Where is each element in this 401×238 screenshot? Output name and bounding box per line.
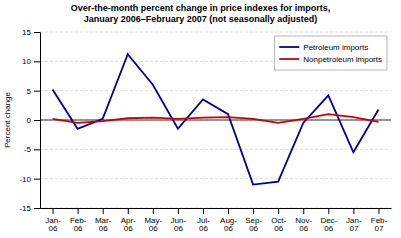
legend-item: Petroleum imports bbox=[279, 43, 368, 52]
x-tick-label: Mar-06 bbox=[95, 216, 112, 233]
grid-line bbox=[40, 178, 391, 179]
series-line bbox=[53, 114, 379, 123]
grid-line bbox=[40, 208, 391, 209]
y-tick: -15 bbox=[19, 204, 40, 213]
x-tick-mark bbox=[178, 208, 179, 214]
y-axis-title: Percent change bbox=[3, 91, 12, 148]
y-tick-mark bbox=[34, 91, 40, 92]
legend: Petroleum imports Nonpetroleum imports bbox=[274, 36, 387, 70]
y-tick-mark bbox=[34, 32, 40, 33]
y-tick: 0 bbox=[27, 116, 40, 125]
x-tick-mark bbox=[153, 208, 154, 214]
y-axis-line bbox=[34, 33, 41, 209]
legend-frame bbox=[274, 36, 387, 70]
x-tick-mark bbox=[253, 208, 254, 214]
x-tick-label: Jun-06 bbox=[171, 216, 187, 233]
y-tick-mark bbox=[34, 120, 40, 121]
x-tick-label: Sep-06 bbox=[245, 216, 262, 233]
x-tick-mark bbox=[128, 208, 129, 214]
y-tick-label: -5 bbox=[24, 145, 32, 154]
x-tick-mark bbox=[278, 208, 279, 214]
y-tick-label: -15 bbox=[19, 204, 31, 213]
x-tick-label: Dec-06 bbox=[320, 216, 337, 233]
grid-line bbox=[40, 32, 391, 33]
x-tick: Jun-06 bbox=[171, 208, 187, 233]
x-tick: Aug-06 bbox=[220, 208, 237, 233]
x-tick-label: Apr-06 bbox=[121, 216, 136, 233]
x-tick-label: Jan-07 bbox=[346, 216, 362, 233]
y-tick-mark bbox=[34, 179, 40, 180]
y-tick-label: 15 bbox=[22, 28, 31, 37]
x-tick-mark bbox=[78, 208, 79, 214]
x-tick-mark bbox=[228, 208, 229, 214]
x-tick: Feb-06 bbox=[70, 208, 87, 233]
x-tick-label: Aug-06 bbox=[220, 216, 237, 233]
legend-label: Petroleum imports bbox=[303, 43, 368, 52]
y-tick-mark bbox=[34, 208, 40, 209]
x-tick: Jul-06 bbox=[197, 208, 210, 233]
y-tick-mark bbox=[34, 61, 40, 62]
x-tick-label: Jan-06 bbox=[45, 216, 61, 233]
grid-line bbox=[40, 90, 391, 91]
x-tick-mark bbox=[303, 208, 304, 214]
y-tick: -10 bbox=[19, 175, 40, 184]
x-tick: Jan-06 bbox=[45, 208, 61, 233]
x-tick: Sep-06 bbox=[245, 208, 262, 233]
x-tick: May-06 bbox=[144, 208, 162, 233]
x-axis-line bbox=[41, 208, 392, 209]
x-tick-label: Feb-07 bbox=[371, 216, 388, 233]
x-tick-mark bbox=[353, 208, 354, 214]
legend-swatch bbox=[279, 58, 299, 60]
x-tick-mark bbox=[203, 208, 204, 214]
marks bbox=[40, 54, 391, 184]
legend-swatch bbox=[279, 46, 299, 48]
y-tick: 10 bbox=[22, 57, 40, 66]
series-line bbox=[53, 54, 379, 184]
x-tick-label: Jul-06 bbox=[197, 216, 210, 233]
x-tick: Mar-06 bbox=[95, 208, 112, 233]
y-tick-label: -10 bbox=[19, 175, 31, 184]
y-axis: -15 -10 -5 0 5 10 15 bbox=[19, 28, 40, 213]
x-tick-mark bbox=[53, 208, 54, 214]
chart: Over-the-month percent change in price i… bbox=[0, 0, 401, 238]
y-tick-label: 10 bbox=[22, 57, 31, 66]
legend-item: Nonpetroleum imports bbox=[279, 55, 382, 64]
y-tick-label: 0 bbox=[27, 116, 32, 125]
y-tick-mark bbox=[34, 149, 40, 150]
y-tick: -5 bbox=[24, 145, 40, 154]
title: Over-the-month percent change in price i… bbox=[71, 3, 331, 24]
y-tick-label: 5 bbox=[27, 87, 32, 96]
x-tick: Feb-07 bbox=[371, 208, 388, 233]
plot: -15 -10 -5 0 5 10 15 Jan-06 Feb-06 Mar-06 Apr-06 Ma… bbox=[19, 28, 391, 233]
x-tick-label: Oct-06 bbox=[271, 216, 286, 233]
x-tick: Dec-06 bbox=[320, 208, 337, 233]
grid bbox=[40, 32, 391, 208]
x-tick-mark bbox=[328, 208, 329, 214]
y-tick: 15 bbox=[22, 28, 40, 37]
x-tick-mark bbox=[378, 208, 379, 214]
x-tick: Jan-07 bbox=[346, 208, 362, 233]
x-tick-label: Nov-06 bbox=[295, 216, 312, 233]
legend-label: Nonpetroleum imports bbox=[303, 55, 382, 64]
x-tick-mark bbox=[103, 208, 104, 214]
grid-line bbox=[40, 149, 391, 150]
x-axis: Jan-06 Feb-06 Mar-06 Apr-06 May-06 Jun-06 Jul-… bbox=[41, 208, 392, 233]
x-tick: Nov-06 bbox=[295, 208, 312, 233]
x-tick: Apr-06 bbox=[121, 208, 136, 233]
y-tick: 5 bbox=[27, 87, 40, 96]
x-tick: Oct-06 bbox=[271, 208, 286, 233]
x-tick-label: May-06 bbox=[144, 216, 162, 233]
x-tick-label: Feb-06 bbox=[70, 216, 87, 233]
